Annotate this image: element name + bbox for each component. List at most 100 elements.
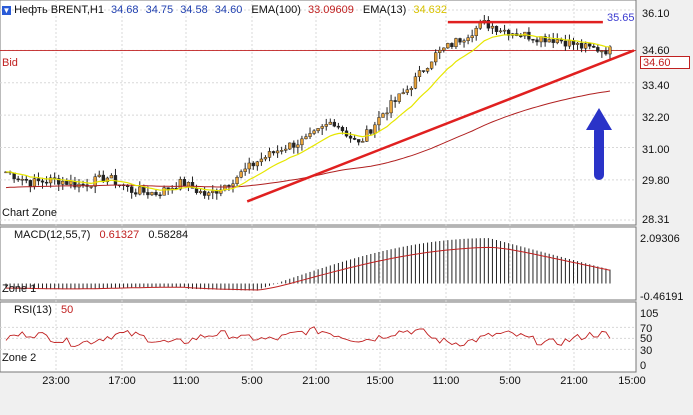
candle-body bbox=[446, 43, 450, 49]
candle-body bbox=[142, 186, 146, 193]
candle-body bbox=[563, 40, 568, 47]
price-tick: 32.20 bbox=[642, 112, 670, 124]
ema100-value: 33.09609 bbox=[307, 4, 354, 16]
candle-body bbox=[608, 46, 612, 55]
chart-header: ▼ Нефть BRENT,H1 34.68 34.75 34.58 34.60… bbox=[2, 4, 447, 16]
macd-title: MACD(12,55,7) bbox=[14, 229, 91, 241]
candle-body bbox=[271, 151, 276, 154]
candle-body bbox=[211, 190, 215, 193]
candle-body bbox=[158, 194, 162, 197]
candle-body bbox=[316, 128, 320, 132]
candle-body bbox=[93, 176, 97, 187]
ohlc-low: 34.58 bbox=[180, 4, 208, 16]
candle-body bbox=[352, 138, 357, 140]
candle-body bbox=[292, 142, 296, 148]
candle-body bbox=[194, 188, 199, 193]
candle-body bbox=[405, 89, 409, 93]
candle-body bbox=[385, 112, 389, 115]
ema100-label: EMA(100) bbox=[251, 4, 301, 16]
candle-body bbox=[308, 133, 312, 137]
candle-body bbox=[259, 158, 264, 163]
candle-body bbox=[284, 148, 288, 151]
candle-body bbox=[551, 39, 555, 43]
candle-body bbox=[32, 178, 37, 187]
candle-body bbox=[381, 113, 385, 118]
candle-body bbox=[28, 180, 33, 187]
candle-body bbox=[202, 191, 207, 196]
ohlc-high: 34.75 bbox=[145, 4, 174, 16]
macd-tick: -0.46191 bbox=[640, 291, 684, 303]
candle-body bbox=[320, 126, 324, 129]
candle-body bbox=[304, 136, 308, 140]
rsi-panel bbox=[0, 301, 637, 373]
candle-body bbox=[413, 76, 418, 89]
time-tick: 5:00 bbox=[499, 375, 521, 387]
candle-body bbox=[547, 39, 551, 43]
rsi-tick: 70 bbox=[640, 323, 653, 335]
candle-body bbox=[579, 42, 584, 49]
rsi-tick: 30 bbox=[640, 345, 653, 357]
up-arrow-head bbox=[586, 108, 612, 130]
ohlc-close: 34.60 bbox=[214, 4, 243, 16]
candle-body bbox=[138, 186, 142, 195]
candle-body bbox=[324, 124, 328, 127]
candle-body bbox=[417, 70, 422, 77]
candle-body bbox=[109, 175, 114, 179]
candle-body bbox=[409, 87, 414, 91]
macd-header: MACD(12,55,7) 0.61327 0.58284 bbox=[14, 229, 188, 241]
candle-body bbox=[296, 144, 300, 148]
candle-body bbox=[490, 25, 495, 29]
candle-body bbox=[434, 52, 438, 63]
time-tick: 15:00 bbox=[366, 375, 394, 387]
candle-body bbox=[235, 176, 239, 184]
rsi-zone-label: Zone 2 bbox=[2, 352, 37, 364]
macd-zone-label: Zone 1 bbox=[2, 283, 37, 295]
candle-body bbox=[40, 180, 45, 183]
time-tick: 23:00 bbox=[42, 375, 70, 387]
macd-value-main: 0.61327 bbox=[99, 229, 140, 241]
current-price-tag: 34.60 bbox=[640, 56, 690, 69]
rsi-title: RSI(13) bbox=[14, 304, 52, 316]
candle-body bbox=[373, 124, 377, 134]
candle-body bbox=[61, 180, 65, 185]
candle-body bbox=[300, 138, 304, 146]
candle-body bbox=[231, 183, 235, 187]
candle-body bbox=[600, 50, 604, 53]
candle-body bbox=[146, 192, 150, 196]
candle-body bbox=[251, 162, 255, 167]
price-tick: 33.40 bbox=[642, 80, 670, 92]
candle-body bbox=[389, 100, 393, 114]
candle-body bbox=[535, 39, 539, 43]
candle-body bbox=[470, 35, 474, 38]
price-tick: 28.31 bbox=[642, 214, 670, 226]
price-tick: 29.80 bbox=[642, 175, 670, 187]
chart-menu-arrow-icon[interactable]: ▼ bbox=[2, 5, 11, 15]
macd-panel bbox=[0, 226, 637, 301]
candle-body bbox=[154, 192, 158, 196]
candle-body bbox=[263, 157, 268, 160]
macd-value-signal: 0.58284 bbox=[148, 229, 189, 241]
rsi-line bbox=[5, 326, 611, 347]
candle-body bbox=[48, 177, 53, 184]
candle-body bbox=[401, 92, 405, 95]
candle-body bbox=[186, 182, 191, 187]
rsi-tick: 0 bbox=[640, 360, 647, 372]
rsi-layer bbox=[5, 326, 611, 347]
candle-body bbox=[494, 25, 499, 32]
candle-body bbox=[421, 70, 426, 72]
price-tick: 31.00 bbox=[642, 144, 670, 156]
macd-tick: 2.09306 bbox=[640, 233, 680, 245]
candle-body bbox=[575, 42, 580, 45]
candle-body bbox=[583, 43, 588, 49]
candle-body bbox=[442, 47, 446, 51]
resistance-high-label: 35.65 bbox=[607, 12, 635, 24]
candle-body bbox=[340, 126, 345, 132]
candle-body bbox=[227, 184, 231, 187]
candle-body bbox=[567, 40, 572, 47]
candle-body bbox=[502, 29, 507, 32]
candle-body bbox=[592, 45, 596, 48]
candle-body bbox=[588, 43, 592, 47]
time-tick: 21:00 bbox=[560, 375, 588, 387]
ema13-label: EMA(13) bbox=[362, 4, 407, 16]
time-tick: 5:00 bbox=[241, 375, 263, 387]
